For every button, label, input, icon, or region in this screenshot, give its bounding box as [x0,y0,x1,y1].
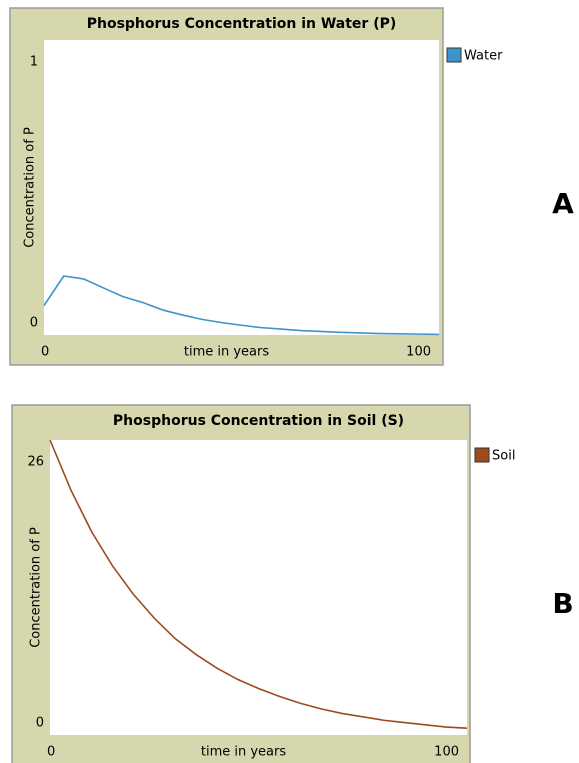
plot-area [44,40,439,335]
plot-area [50,440,467,735]
x-tick-label: 100 [406,345,431,360]
panel-label: B [552,587,573,620]
y-tick-label: 0 [36,716,44,731]
x-tick-label: 0 [41,345,49,360]
x-tick-label: 100 [434,745,459,760]
legend-swatch [474,447,490,463]
y-axis-label: Concentration of P [23,127,38,248]
y-tick-label: 0 [30,316,38,331]
chart-title: Phosphorus Concentration in Water (P) [87,16,397,32]
y-tick-label: 1 [30,55,38,70]
x-tick-label: 0 [47,745,55,760]
legend-swatch [446,47,462,63]
y-tick-label: 26 [27,455,44,470]
legend-label: Water [464,49,503,64]
x-axis-label: time in years [184,345,269,360]
data-line [49,439,468,729]
data-line [43,275,440,336]
y-axis-label: Concentration of P [29,527,44,648]
panel-label: A [552,187,574,220]
legend-label: Soil [492,449,515,464]
x-axis-label: time in years [201,745,286,760]
chart-title: Phosphorus Concentration in Soil (S) [113,413,404,429]
